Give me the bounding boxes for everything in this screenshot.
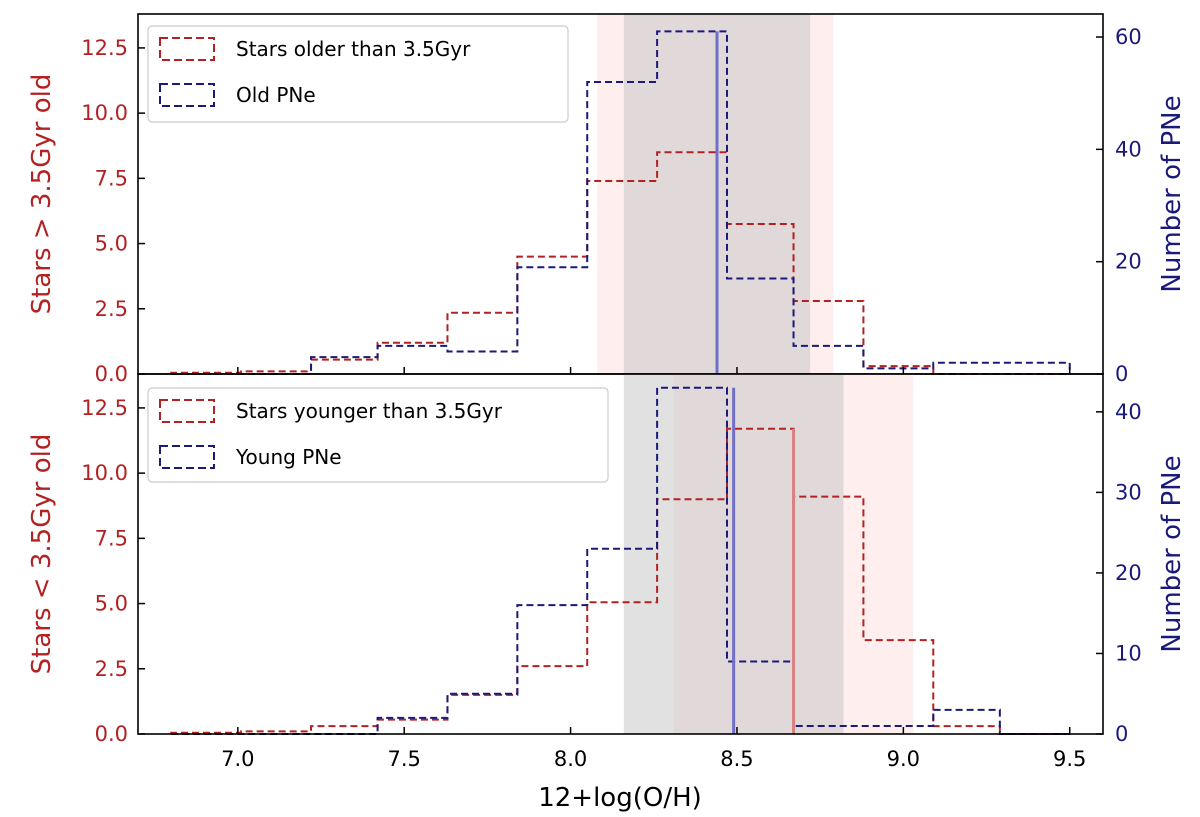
- left-tick-label: 2.5: [95, 297, 128, 321]
- pne-histogram: [171, 30, 1071, 375]
- bottom-legend: Stars younger than 3.5Gyr Young PNe: [147, 387, 609, 483]
- x-axis-ticks: 7.0 7.5 8.0 8.5 9.0 9.5: [221, 747, 1086, 771]
- left-tick-label: 5.0: [95, 592, 128, 616]
- top-series: [170, 30, 1071, 375]
- top-bands: [597, 14, 834, 374]
- top-right-ylabel: Number of PNe: [1157, 95, 1187, 292]
- top-panel: 0.0 2.5 5.0 7.5 10.0 12.5 0 20 40 60 Stars > 3.5G…: [27, 13, 1187, 386]
- x-axis-label: 12+log(O/H): [538, 783, 702, 813]
- legend-frame: [147, 25, 569, 123]
- legend-label-pne-young: Young PNe: [235, 445, 342, 469]
- pne-histogram: [171, 386, 1070, 735]
- x-tick-label: 8.0: [554, 747, 587, 771]
- left-tick-label: 2.5: [95, 657, 128, 681]
- top-ticks: 0.0 2.5 5.0 7.5 10.0 12.5 0 20 40 60: [81, 25, 1142, 386]
- stars-histogram: [170, 427, 1070, 735]
- bottom-left-ylabel: Stars < 3.5Gyr old: [27, 434, 57, 675]
- legend-frame: [147, 387, 609, 483]
- x-tick-label: 7.5: [388, 747, 421, 771]
- left-tick-label: 7.5: [95, 526, 128, 550]
- left-tick-label: 10.0: [81, 101, 128, 125]
- top-left-ylabel: Stars > 3.5Gyr old: [27, 74, 57, 315]
- right-tick-label: 0: [1115, 722, 1128, 746]
- left-tick-label: 5.0: [95, 232, 128, 256]
- legend-swatch-pne-young: [159, 445, 215, 469]
- x-tick-label: 8.5: [720, 747, 753, 771]
- legend-swatch-stars-young: [159, 399, 215, 423]
- right-tick-label: 30: [1115, 480, 1142, 504]
- right-tick-label: 40: [1115, 400, 1142, 424]
- x-tick-label: 9.0: [887, 747, 920, 771]
- right-tick-label: 60: [1115, 25, 1142, 49]
- bottom-series: [170, 386, 1070, 735]
- legend-swatch-pne-old: [159, 83, 215, 107]
- right-tick-label: 20: [1115, 250, 1142, 274]
- left-tick-label: 10.0: [81, 461, 128, 485]
- left-tick-label: 0.0: [95, 722, 128, 746]
- x-tick-label: 9.5: [1053, 747, 1086, 771]
- bottom-right-ylabel: Number of PNe: [1157, 455, 1187, 652]
- legend-label-pne-old: Old PNe: [236, 83, 316, 107]
- right-tick-label: 40: [1115, 137, 1142, 161]
- left-tick-label: 12.5: [81, 36, 128, 60]
- x-tick-label: 7.0: [221, 747, 254, 771]
- left-tick-label: 12.5: [81, 396, 128, 420]
- right-tick-label: 20: [1115, 561, 1142, 585]
- legend-swatch-stars-old: [159, 37, 215, 61]
- bottom-medians: [732, 387, 796, 734]
- left-tick-label: 7.5: [95, 166, 128, 190]
- right-tick-label: 10: [1115, 641, 1142, 665]
- bottom-plot-frame: [137, 373, 1104, 735]
- left-tick-label: 0.0: [95, 362, 128, 386]
- legend-label-stars-young: Stars younger than 3.5Gyr: [236, 399, 503, 423]
- right-tick-label: 0: [1115, 362, 1128, 386]
- legend-label-stars-old: Stars older than 3.5Gyr: [236, 37, 471, 61]
- top-legend: Stars older than 3.5Gyr Old PNe: [147, 25, 569, 123]
- bottom-panel: 0.0 2.5 5.0 7.5 10.0 12.5 0 10 20 30 40 Stars < 3.…: [27, 373, 1187, 746]
- bottom-ticks: 0.0 2.5 5.0 7.5 10.0 12.5 0 10 20 30 40: [81, 396, 1142, 746]
